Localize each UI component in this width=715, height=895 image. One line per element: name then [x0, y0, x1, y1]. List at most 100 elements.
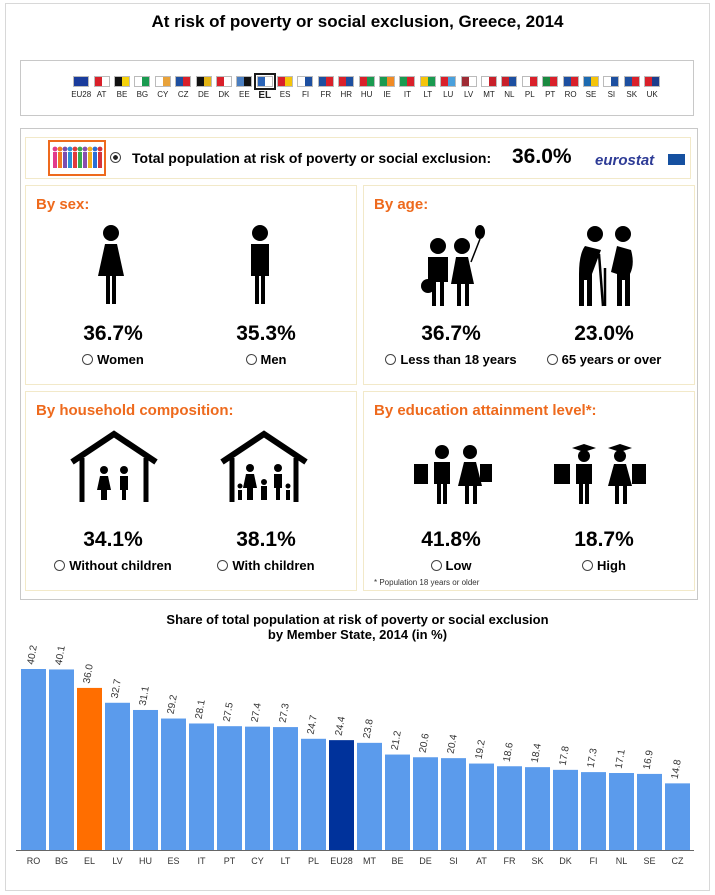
bar-be[interactable]	[385, 754, 410, 850]
bar-value-label: 29.2	[166, 694, 180, 716]
category-label: DE	[419, 856, 432, 866]
flag-sk[interactable]: SK	[622, 76, 642, 101]
flag-ie[interactable]: IE	[377, 76, 397, 101]
bar-nl[interactable]	[609, 773, 634, 850]
flag-dk-icon	[215, 76, 232, 87]
flag-ee[interactable]: EE	[234, 76, 254, 101]
flag-code: SI	[607, 90, 616, 99]
flag-at[interactable]: AT	[91, 76, 111, 101]
total-radio[interactable]	[110, 150, 125, 165]
without-children-option[interactable]: Without children	[28, 558, 198, 573]
category-label: IT	[198, 856, 207, 866]
flag-uk-icon	[644, 76, 661, 87]
flag-mt[interactable]: MT	[479, 76, 499, 101]
radio-icon	[582, 560, 594, 571]
bar-value-label: 28.1	[194, 698, 208, 720]
radio-icon	[546, 354, 558, 365]
flag-nl[interactable]: NL	[499, 76, 519, 101]
bar-lt[interactable]	[273, 727, 298, 850]
under18-option[interactable]: Less than 18 years	[366, 352, 536, 367]
flag-es[interactable]: ES	[275, 76, 295, 101]
bar-cz[interactable]	[665, 783, 690, 850]
bar-it[interactable]	[189, 723, 214, 850]
bar-se[interactable]	[637, 773, 662, 850]
flag-pt[interactable]: PT	[540, 76, 560, 101]
bar-dk[interactable]	[553, 769, 578, 850]
flag-de[interactable]: DE	[193, 76, 213, 101]
bar-value-label: 40.2	[26, 644, 40, 666]
bar-bg[interactable]	[49, 669, 74, 850]
flag-uk[interactable]: UK	[642, 76, 662, 101]
flag-cy[interactable]: CY	[153, 76, 173, 101]
flag-dk[interactable]: DK	[214, 76, 234, 101]
bar-de[interactable]	[413, 757, 438, 850]
low-value: 41.8%	[421, 528, 481, 551]
bar-value-label: 20.4	[446, 733, 460, 755]
category-label: BG	[55, 856, 68, 866]
option-label: 65 years or over	[561, 352, 662, 367]
option-label: Men	[260, 352, 287, 367]
flag-de-icon	[195, 76, 212, 87]
flag-lu-icon	[440, 76, 457, 87]
flag-code: IT	[403, 90, 411, 99]
flag-lt[interactable]: LT	[418, 76, 438, 101]
flag-ro[interactable]: RO	[560, 76, 580, 101]
flag-code: HU	[360, 90, 373, 99]
page-frame	[5, 3, 710, 891]
flag-ie-icon	[379, 76, 396, 87]
flag-bg[interactable]: BG	[132, 76, 152, 101]
bar-el[interactable]	[77, 687, 102, 850]
flag-it[interactable]: IT	[397, 76, 417, 101]
flag-hr[interactable]: HR	[336, 76, 356, 101]
flag-eu28[interactable]: EU28	[71, 76, 91, 101]
bar-pt[interactable]	[217, 726, 242, 850]
flag-cz[interactable]: CZ	[173, 76, 193, 101]
bar-lv[interactable]	[105, 702, 130, 850]
women-option[interactable]: Women	[28, 352, 198, 367]
flag-fr[interactable]: FR	[316, 76, 336, 101]
flag-cz-icon	[175, 76, 192, 87]
people-icon[interactable]	[48, 140, 106, 176]
flag-code: BE	[116, 90, 128, 99]
house-icon	[70, 430, 158, 502]
flag-el[interactable]: EL	[253, 73, 276, 101]
flag-fi[interactable]: FI	[295, 76, 315, 101]
flag-code: SE	[585, 90, 597, 99]
bar-mt[interactable]	[357, 742, 382, 850]
flag-se[interactable]: SE	[581, 76, 601, 101]
bar-hu[interactable]	[133, 709, 158, 850]
bar-ro[interactable]	[21, 669, 46, 850]
bar-fr[interactable]	[497, 766, 522, 850]
flag-code: CY	[157, 90, 169, 99]
bar-pl[interactable]	[301, 738, 326, 850]
bar-cy[interactable]	[245, 726, 270, 850]
bar-fi[interactable]	[581, 772, 606, 850]
over65-option[interactable]: 65 years or over	[519, 352, 689, 367]
flag-lu[interactable]: LU	[438, 76, 458, 101]
category-label: CY	[251, 856, 264, 866]
bar-value-label: 20.6	[418, 732, 432, 754]
flag-si[interactable]: SI	[601, 76, 621, 101]
radio-icon	[82, 354, 94, 365]
bar-es[interactable]	[161, 718, 186, 850]
footnote: * Population 18 years or older	[374, 578, 480, 587]
flag-be[interactable]: BE	[112, 76, 132, 101]
men-option[interactable]: Men	[181, 352, 351, 367]
house-family-icon	[220, 430, 308, 502]
low-option[interactable]: Low	[366, 558, 536, 573]
bar-sk[interactable]	[525, 767, 550, 850]
flag-hr-icon	[338, 76, 355, 87]
option-label: Without children	[69, 558, 172, 573]
total-row: Total population at risk of poverty or s…	[25, 137, 691, 179]
high-option[interactable]: High	[519, 558, 689, 573]
bar-at[interactable]	[469, 763, 494, 850]
bar-eu28[interactable]	[329, 740, 354, 850]
bar-si[interactable]	[441, 758, 466, 850]
category-label: EL	[84, 856, 95, 866]
panel-title: By education attainment level*:	[374, 402, 597, 419]
flag-hu[interactable]: HU	[356, 76, 376, 101]
flag-pl[interactable]: PL	[520, 76, 540, 101]
women-value: 36.7%	[83, 322, 143, 345]
with-children-option[interactable]: With children	[181, 558, 351, 573]
flag-lv[interactable]: LV	[458, 76, 478, 101]
